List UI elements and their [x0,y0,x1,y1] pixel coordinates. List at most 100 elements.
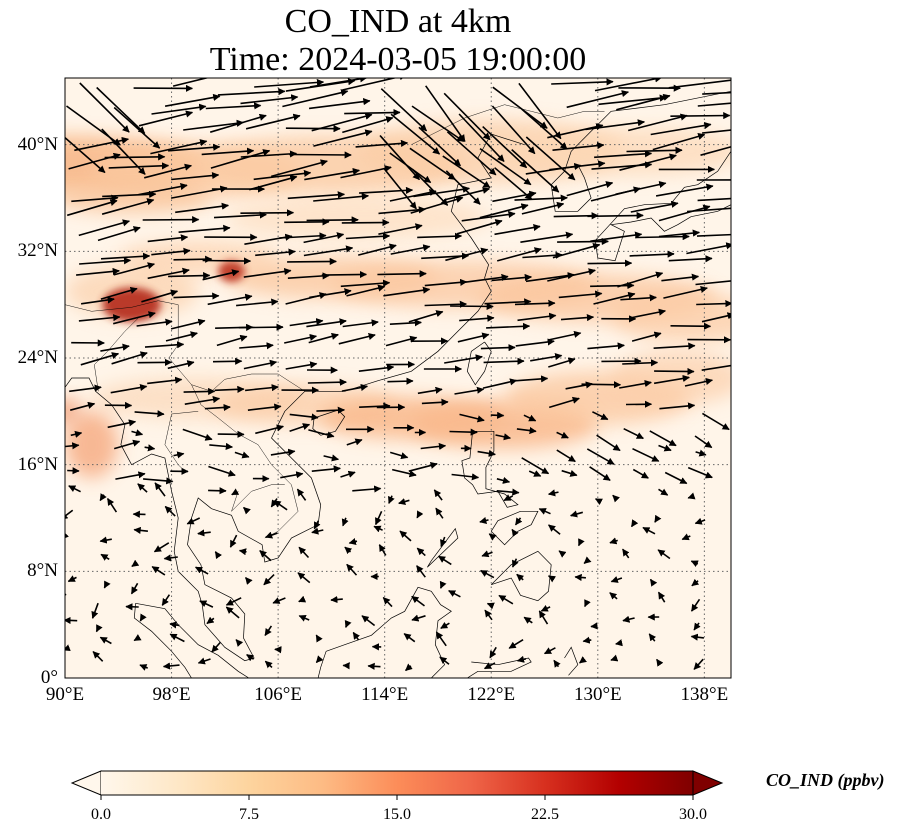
wind-arrow [309,288,352,299]
wind-arrow [585,119,646,131]
wind-arrow [629,308,667,319]
wind-arrow [609,592,618,600]
lat-tick-label: 40°N [17,133,58,155]
wind-arrow [622,615,635,623]
wind-arrow [346,563,358,576]
wind-arrow [70,430,83,438]
wind-arrow [259,550,272,562]
wind-arrow [655,183,714,197]
wind-arrow [417,232,463,240]
wind-arrow [100,553,110,561]
wind-arrow [389,451,409,460]
wind-arrow [169,633,185,643]
wind-arrow [583,556,592,565]
wind-arrow [663,285,708,299]
wind-arrow [622,548,630,559]
wind-arrow [71,194,119,203]
coastline [133,603,192,678]
wind-arrow [553,659,561,668]
wind-arrow [225,606,240,619]
wind-arrow [702,129,731,134]
wind-arrow [178,224,231,233]
lat-tick-label: 8°N [27,560,58,582]
wind-arrow [566,181,614,197]
wind-arrow [587,211,644,220]
wind-arrow [143,477,174,485]
wind-arrow [695,280,731,286]
wind-arrow [139,664,148,671]
wind-arrow [561,469,578,477]
colorbar [70,770,724,800]
wind-arrow [632,468,649,479]
wind-arrow [684,377,714,387]
wind-arrow [690,560,699,568]
wind-arrow [182,428,213,441]
wind-arrow [151,566,166,576]
wind-arrow [106,497,118,513]
wind-arrow [657,591,666,603]
wind-arrow [495,433,512,441]
wind-arrow [589,466,611,481]
wind-arrow [165,331,198,342]
wind-arrow [486,602,495,610]
wind-arrow [147,267,190,280]
wind-arrow [92,651,104,662]
wind-arrow [410,196,464,214]
wind-arrow [296,488,307,501]
wind-arrow [264,660,273,669]
wind-arrow [484,298,532,306]
wind-arrow [341,517,349,527]
wind-arrow [144,341,185,349]
wind-arrow [574,573,586,582]
wind-arrow [701,364,731,371]
wind-arrow [238,548,247,556]
wind-arrow [590,281,635,290]
wind-arrow [702,91,731,95]
wind-arrow [99,536,112,544]
coastline [594,151,731,259]
lon-tick-label: 98°E [152,684,191,705]
wind-arrow [96,86,146,134]
wind-arrow [416,547,426,557]
coastline [597,204,731,262]
wind-arrow [212,357,243,365]
wind-arrow [592,411,609,421]
coastline [490,510,539,546]
wind-arrow [448,589,461,598]
coastline [325,586,452,678]
wind-arrow [579,656,587,664]
wind-arrow [658,204,711,222]
wind-arrow [194,566,209,575]
wind-arrow [344,619,352,628]
wind-arrow [480,569,495,579]
wind-arrow [668,255,713,263]
wind-arrow [548,524,561,535]
wind-arrow [240,94,299,105]
wind-arrow [630,200,679,213]
wind-arrow [653,342,696,350]
wind-arrow [298,595,307,603]
wind-arrow [587,259,633,267]
wind-arrow [65,136,106,174]
wind-arrow [225,597,242,606]
wind-arrow [306,318,347,328]
wind-arrow [279,232,327,240]
wind-arrow [175,202,230,214]
wind-arrow [479,516,489,524]
wind-arrow [582,636,592,644]
wind-arrow [619,153,677,171]
wind-arrow [631,331,662,342]
wind-arrow [199,600,214,608]
wind-arrow [610,654,619,662]
wind-arrow [444,186,490,201]
wind-arrow [612,494,620,503]
wind-arrow [254,78,325,88]
wind-arrow [68,485,81,493]
wind-arrow [496,476,511,484]
wind-arrow [654,514,662,523]
wind-arrow [661,273,700,282]
map-frame [64,77,732,679]
wind-arrow [202,269,240,281]
wind-arrow [687,466,713,479]
wind-arrow [245,384,279,392]
